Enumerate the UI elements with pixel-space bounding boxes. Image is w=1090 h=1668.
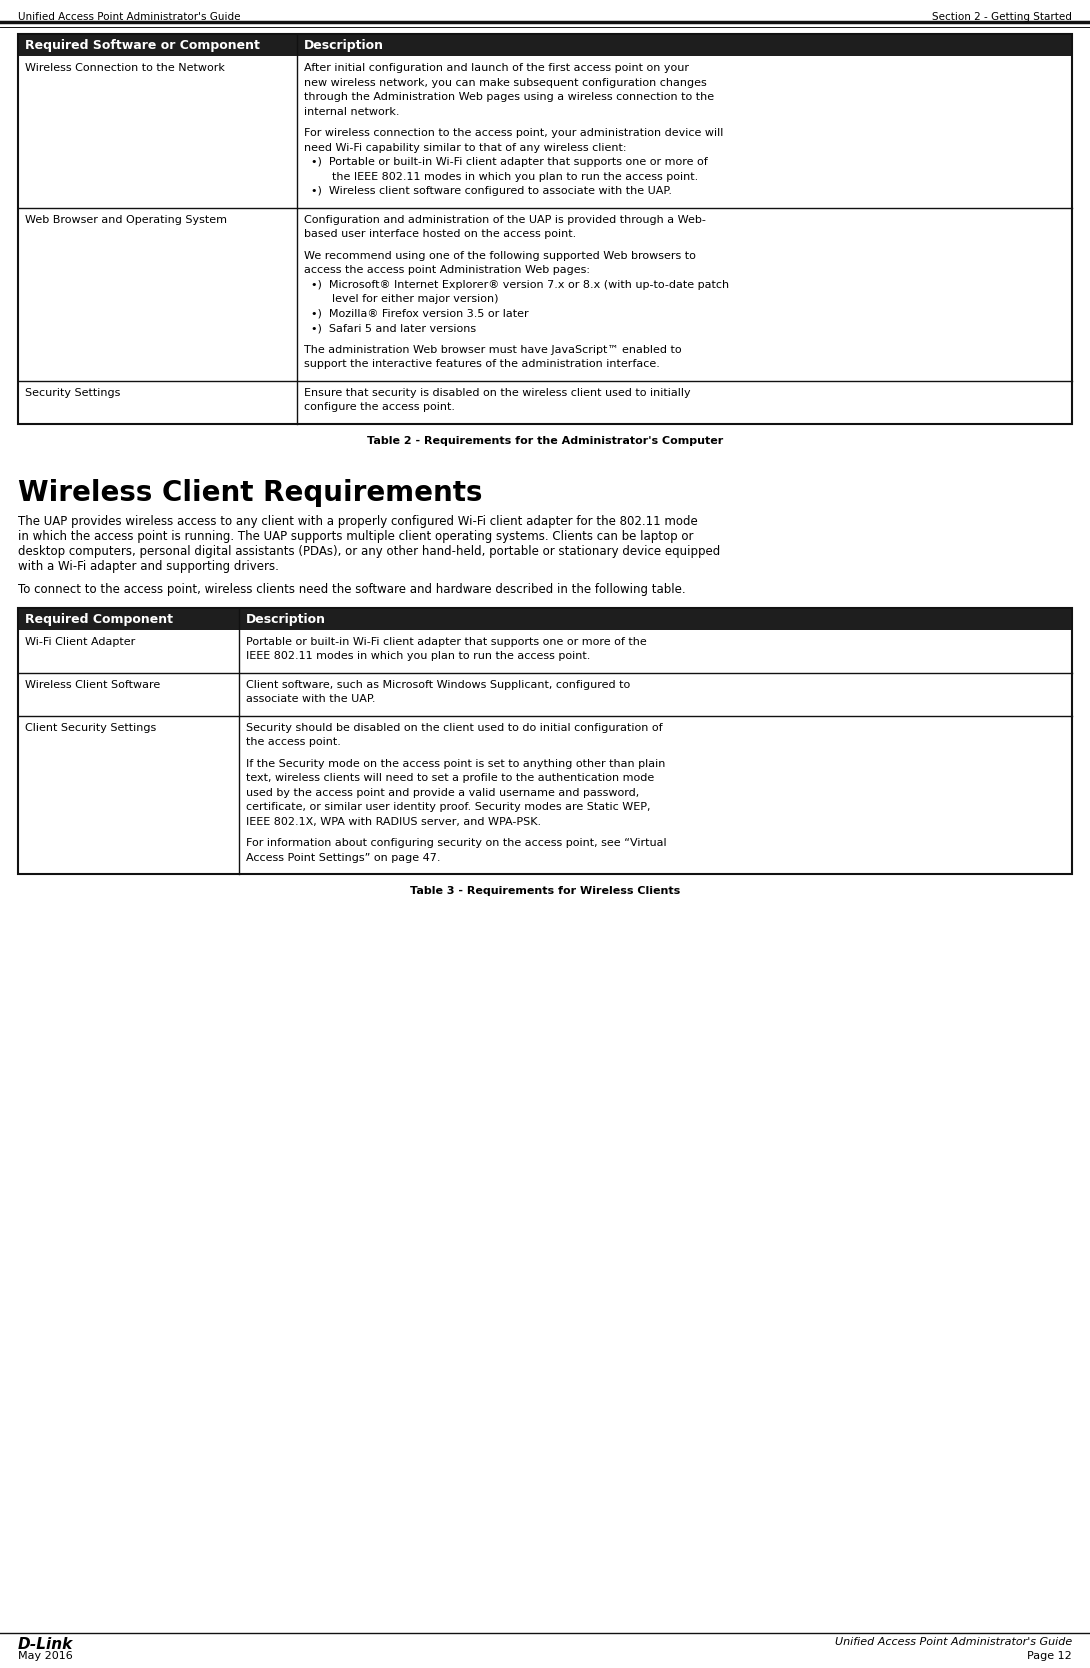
Bar (19, 33, 1071, 424)
Text: Section 2 - Getting Started: Section 2 - Getting Started (932, 12, 1071, 22)
Text: D-Link: D-Link (19, 1636, 73, 1651)
Text: May 2016: May 2016 (19, 1651, 73, 1661)
Text: Ensure that security is disabled on the wireless client used to initially: Ensure that security is disabled on the … (304, 387, 691, 397)
Text: IEEE 802.1X, WPA with RADIUS server, and WPA-PSK.: IEEE 802.1X, WPA with RADIUS server, and… (246, 817, 541, 827)
Text: Client software, such as Microsoft Windows Supplicant, configured to: Client software, such as Microsoft Windo… (246, 679, 630, 689)
Text: certificate, or similar user identity proof. Security modes are Static WEP,: certificate, or similar user identity pr… (246, 802, 651, 812)
Text: in which the access point is running. The UAP supports multiple client operating: in which the access point is running. Th… (19, 529, 693, 542)
Text: IEEE 802.11 modes in which you plan to run the access point.: IEEE 802.11 modes in which you plan to r… (246, 651, 591, 661)
Text: with a Wi-Fi adapter and supporting drivers.: with a Wi-Fi adapter and supporting driv… (19, 559, 279, 572)
Text: text, wireless clients will need to set a profile to the authentication mode: text, wireless clients will need to set … (246, 772, 654, 782)
Text: Wireless Client Requirements: Wireless Client Requirements (19, 479, 483, 507)
Text: To connect to the access point, wireless clients need the software and hardware : To connect to the access point, wireless… (19, 582, 686, 595)
Text: •)  Wireless client software configured to associate with the UAP.: •) Wireless client software configured t… (304, 187, 673, 197)
Bar (19, 33, 1071, 57)
Text: •)  Microsoft® Internet Explorer® version 7.x or 8.x (with up-to-date patch: •) Microsoft® Internet Explorer® version… (304, 280, 729, 290)
Text: •)  Safari 5 and later versions: •) Safari 5 and later versions (304, 324, 476, 334)
Text: access the access point Administration Web pages:: access the access point Administration W… (304, 265, 590, 275)
Text: The UAP provides wireless access to any client with a properly configured Wi-Fi : The UAP provides wireless access to any … (19, 514, 698, 527)
Text: new wireless network, you can make subsequent configuration changes: new wireless network, you can make subse… (304, 77, 706, 87)
Text: Unified Access Point Administrator's Guide: Unified Access Point Administrator's Gui… (835, 1636, 1071, 1646)
Text: internal network.: internal network. (304, 107, 400, 117)
Text: level for either major version): level for either major version) (304, 294, 498, 304)
Text: For wireless connection to the access point, your administration device will: For wireless connection to the access po… (304, 128, 724, 138)
Text: For information about configuring security on the access point, see “Virtual: For information about configuring securi… (246, 837, 667, 847)
Text: Access Point Settings” on page 47.: Access Point Settings” on page 47. (246, 852, 440, 862)
Text: •)  Mozilla® Firefox version 3.5 or later: •) Mozilla® Firefox version 3.5 or later (304, 309, 529, 319)
Text: Required Component: Required Component (25, 612, 173, 626)
Text: Wireless Client Software: Wireless Client Software (25, 679, 160, 689)
Bar (19, 207, 1071, 380)
Text: If the Security mode on the access point is set to anything other than plain: If the Security mode on the access point… (246, 759, 665, 769)
Text: based user interface hosted on the access point.: based user interface hosted on the acces… (304, 229, 577, 239)
Text: need Wi-Fi capability similar to that of any wireless client:: need Wi-Fi capability similar to that of… (304, 142, 627, 152)
Text: associate with the UAP.: associate with the UAP. (246, 694, 375, 704)
Text: After initial configuration and launch of the first access point on your: After initial configuration and launch o… (304, 63, 689, 73)
Text: Description: Description (246, 612, 326, 626)
Text: Page 12: Page 12 (1027, 1651, 1071, 1661)
Bar (19, 672, 1071, 716)
Text: Portable or built-in Wi-Fi client adapter that supports one or more of the: Portable or built-in Wi-Fi client adapte… (246, 637, 646, 647)
Text: Unified Access Point Administrator's Guide: Unified Access Point Administrator's Gui… (19, 12, 241, 22)
Text: Security Settings: Security Settings (25, 387, 120, 397)
Text: the IEEE 802.11 modes in which you plan to run the access point.: the IEEE 802.11 modes in which you plan … (304, 172, 699, 182)
Bar (19, 607, 1071, 874)
Text: used by the access point and provide a valid username and password,: used by the access point and provide a v… (246, 787, 639, 797)
Text: Wi-Fi Client Adapter: Wi-Fi Client Adapter (25, 637, 135, 647)
Text: Security should be disabled on the client used to do initial configuration of: Security should be disabled on the clien… (246, 722, 663, 732)
Bar (19, 380, 1071, 424)
Bar (19, 607, 1071, 629)
Text: Required Software or Component: Required Software or Component (25, 38, 259, 52)
Text: the access point.: the access point. (246, 737, 341, 747)
Text: The administration Web browser must have JavaScript™ enabled to: The administration Web browser must have… (304, 345, 681, 355)
Text: configure the access point.: configure the access point. (304, 402, 455, 412)
Bar (19, 716, 1071, 874)
Text: desktop computers, personal digital assistants (PDAs), or any other hand-held, p: desktop computers, personal digital assi… (19, 544, 720, 557)
Text: Client Security Settings: Client Security Settings (25, 722, 156, 732)
Text: through the Administration Web pages using a wireless connection to the: through the Administration Web pages usi… (304, 92, 714, 102)
Text: Wireless Connection to the Network: Wireless Connection to the Network (25, 63, 225, 73)
Text: Table 2 - Requirements for the Administrator's Computer: Table 2 - Requirements for the Administr… (367, 435, 723, 445)
Text: Configuration and administration of the UAP is provided through a Web-: Configuration and administration of the … (304, 215, 706, 225)
Text: Description: Description (304, 38, 384, 52)
Text: Web Browser and Operating System: Web Browser and Operating System (25, 215, 227, 225)
Bar (19, 57, 1071, 207)
Text: We recommend using one of the following supported Web browsers to: We recommend using one of the following … (304, 250, 695, 260)
Text: •)  Portable or built-in Wi-Fi client adapter that supports one or more of: •) Portable or built-in Wi-Fi client ada… (304, 157, 707, 167)
Bar (19, 629, 1071, 672)
Text: support the interactive features of the administration interface.: support the interactive features of the … (304, 359, 659, 369)
Text: Table 3 - Requirements for Wireless Clients: Table 3 - Requirements for Wireless Clie… (410, 886, 680, 896)
